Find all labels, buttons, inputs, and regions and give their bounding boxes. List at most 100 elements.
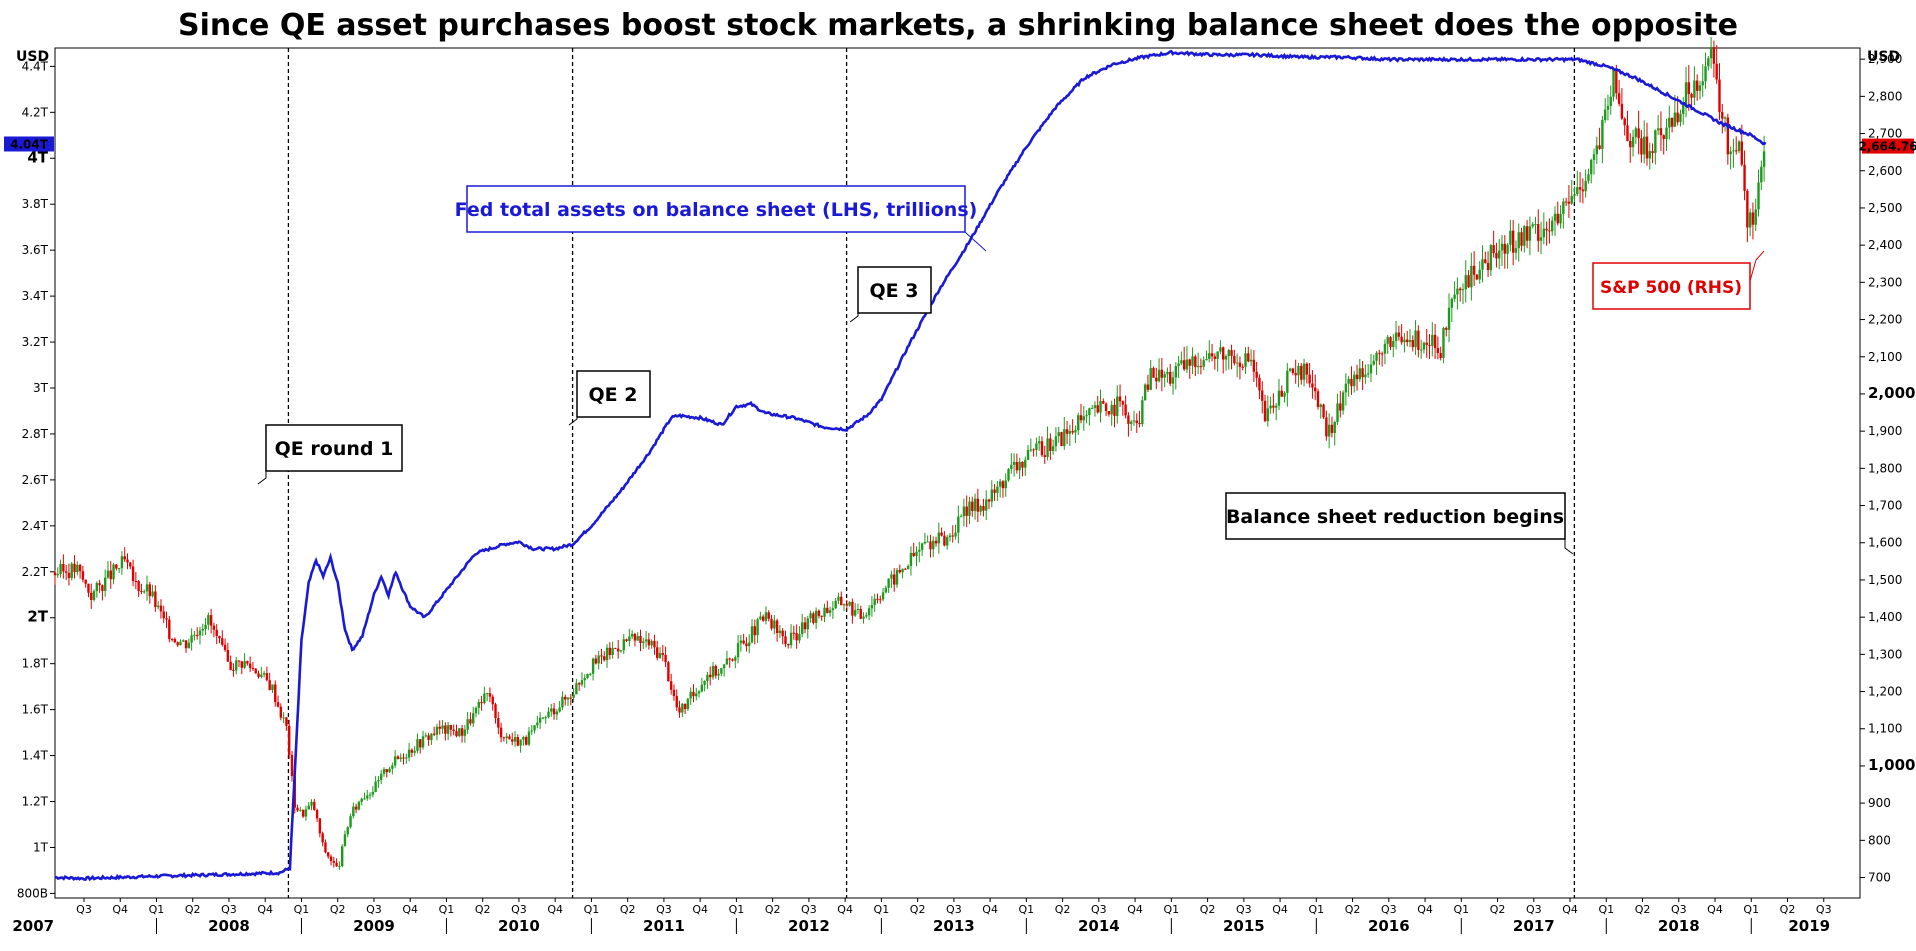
sp500-candle-body — [1431, 334, 1434, 346]
sp500-candle-body — [784, 636, 787, 644]
sp500-candle-body — [527, 731, 531, 745]
sp500-candle-body — [1470, 265, 1473, 288]
x-year-label: 2017 — [1513, 917, 1555, 935]
annotation-qe1-text: QE round 1 — [275, 438, 394, 460]
sp500-candle-body — [1280, 390, 1283, 397]
sp500-candle-body — [427, 735, 430, 740]
sp500-candle-body — [1355, 374, 1359, 380]
sp500-candle-body — [182, 640, 185, 642]
sp500-candle-body — [1484, 259, 1487, 263]
sp500-candle-body — [918, 549, 921, 552]
sp500-candle-body — [1584, 180, 1587, 192]
sp500-candle-body — [792, 632, 796, 634]
left-tick-label: 3.8T — [22, 197, 49, 211]
sp500-candle-body — [1743, 164, 1746, 191]
sp500-candle-body — [463, 729, 467, 736]
plot-frame — [54, 47, 1861, 899]
sp500-candle-body — [865, 615, 868, 617]
sp500-candle-body — [973, 498, 977, 511]
sp500-candle-body — [190, 635, 193, 643]
sp500-candle-body — [363, 798, 366, 800]
x-year-label: 2014 — [1078, 917, 1120, 935]
left-tick-label: 2T — [27, 608, 48, 626]
sp500-candle-body — [1037, 441, 1041, 444]
sp500-candle-body — [550, 708, 553, 712]
sp500-candle-body — [1347, 378, 1350, 384]
sp500-candle-body — [739, 640, 743, 644]
right-axis-unit: USD — [1867, 49, 1900, 65]
sp500-candle-body — [1311, 383, 1314, 388]
sp500-candle-body — [692, 691, 695, 697]
sp500-candle-body — [324, 842, 327, 853]
sp500-candle-body — [1553, 213, 1557, 221]
sp500-candle-body — [890, 574, 893, 579]
sp500-candle-body — [678, 707, 681, 713]
left-last-value: 4.04T — [10, 137, 49, 151]
sp500-candle-body — [803, 622, 807, 630]
sp500-candle-body — [1506, 244, 1509, 254]
sp500-candle-body — [262, 673, 266, 675]
sp500-candle-body — [327, 852, 330, 857]
x-quarter-label: Q3 — [1236, 903, 1252, 916]
sp500-candle-body — [817, 610, 821, 616]
right-last-value: 2,664.76 — [1858, 140, 1916, 154]
sp500-candle-body — [971, 501, 974, 511]
sp500-candle-body — [143, 591, 146, 593]
x-quarter-label: Q2 — [1490, 903, 1506, 916]
right-tick-label: 1,400 — [1868, 610, 1902, 624]
sp500-candle-body — [1517, 232, 1520, 249]
sp500-candle-body — [251, 667, 255, 669]
sp500-candle-body — [840, 596, 843, 606]
x-quarter-label: Q3 — [801, 903, 817, 916]
sp500-candle-body — [536, 722, 539, 726]
sp500-candle-body — [405, 757, 408, 759]
annotation-qe1: QE round 1 — [257, 424, 403, 485]
sp500-candle-body — [1695, 80, 1699, 91]
sp500-candle-body — [508, 736, 511, 740]
x-quarter-label: Q2 — [1780, 903, 1796, 916]
x-quarter-label: Q4 — [547, 903, 563, 916]
sp500-candle-body — [1673, 112, 1677, 127]
sp500-candle-body — [1277, 390, 1281, 406]
sp500-candle-body — [1629, 140, 1632, 148]
x-year-label: 2015 — [1223, 917, 1265, 935]
annotation-sp500: S&P 500 (RHS) — [1592, 250, 1765, 310]
sp500-candle-body — [1235, 362, 1239, 364]
sp500-candle-body — [1640, 138, 1643, 155]
sp500-candle-body — [661, 653, 665, 655]
sp500-candle-body — [564, 696, 567, 700]
sp500-candle-body — [1344, 383, 1348, 393]
sp500-candle-body — [95, 583, 99, 592]
sp500-candle-body — [446, 724, 450, 734]
sp500-candle-body — [134, 580, 138, 582]
sp500-candle-body — [248, 663, 252, 668]
sp500-candle-body — [276, 702, 280, 707]
sp500-candle-body — [1171, 377, 1175, 384]
sp500-candle-body — [1188, 359, 1191, 366]
sp500-candle-body — [1308, 374, 1311, 384]
sp500-candle-body — [1063, 429, 1066, 447]
sp500-candle-body — [611, 647, 614, 655]
sp500-candle-body — [1709, 47, 1713, 59]
sp500-candle-body — [460, 728, 464, 736]
sp500-candle-body — [1291, 368, 1295, 374]
right-tick-label: 2,800 — [1868, 89, 1902, 103]
sp500-candle-body — [1372, 360, 1375, 365]
right-tick-label: 1,200 — [1868, 685, 1902, 699]
sp500-candle-body — [1146, 384, 1150, 390]
sp500-candle-body — [53, 572, 57, 576]
sp500-candle-body — [1024, 459, 1027, 468]
sp500-candle-body — [1325, 417, 1328, 437]
right-tick-label: 2,900 — [1868, 52, 1902, 66]
sp500-candle-body — [156, 605, 160, 608]
right-tick-label: 2,300 — [1868, 275, 1902, 289]
sp500-candle-body — [1601, 120, 1604, 149]
sp500-candle-body — [575, 683, 578, 695]
sp500-candle-body — [1361, 368, 1364, 378]
sp500-candle-body — [1247, 353, 1250, 362]
right-tick-label: 2,200 — [1868, 313, 1902, 327]
sp500-candle-body — [1380, 353, 1384, 355]
sp500-candle-body — [410, 749, 414, 753]
sp500-candle-body — [633, 633, 637, 641]
